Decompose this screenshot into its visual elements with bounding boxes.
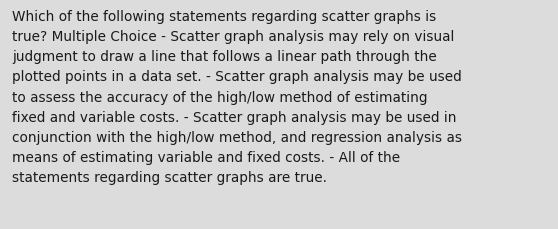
Text: Which of the following statements regarding scatter graphs is
true? Multiple Cho: Which of the following statements regard… — [12, 10, 462, 184]
